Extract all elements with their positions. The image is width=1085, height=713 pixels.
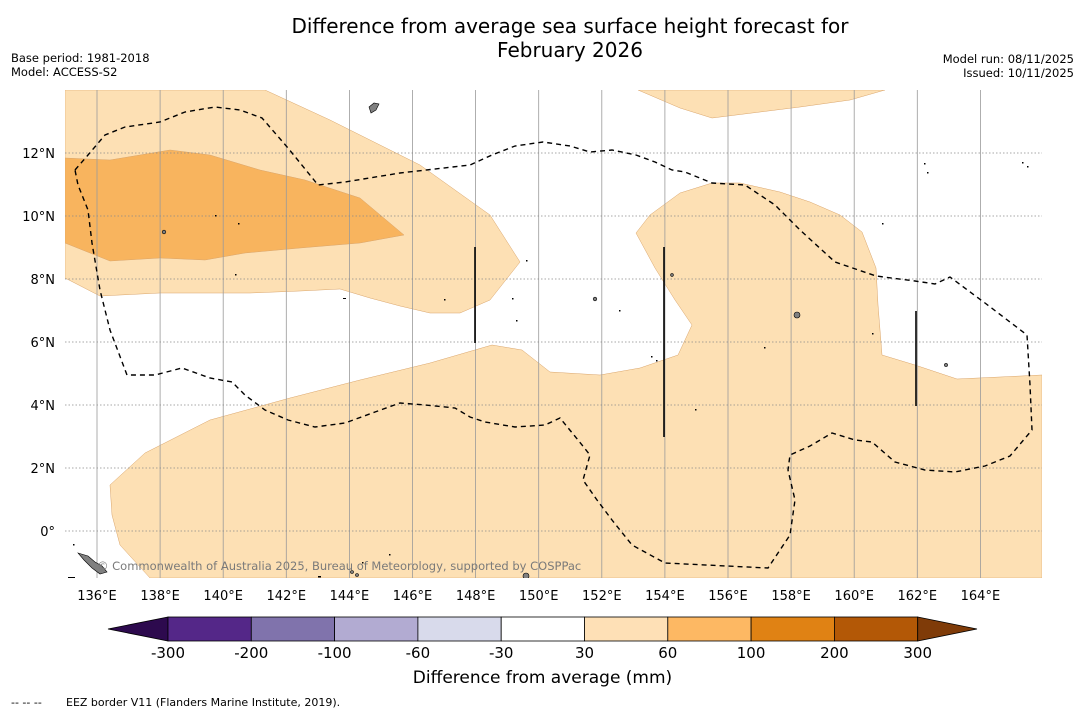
colorbar-tick-label: -300: [151, 644, 185, 662]
colorbar-tick-label: 100: [737, 644, 766, 662]
anomaly-region-strong: [65, 149, 405, 262]
colorbar-tick-label: -200: [234, 644, 268, 662]
map-title: Difference from average sea surface heig…: [0, 14, 1085, 62]
island-small-7: [355, 573, 359, 577]
lat-tick-label: 10°N: [22, 210, 55, 225]
colorbar-extend-high: [917, 616, 978, 642]
lon-tick-label: 140°E: [203, 589, 243, 604]
lon-tick-label: 148°E: [456, 589, 496, 604]
island-small-3: [944, 363, 948, 367]
colorbar-tick-label: 300: [903, 644, 932, 662]
colorbar-tick-label: -30: [489, 644, 514, 662]
island-small-2: [592, 296, 598, 302]
colorbar-extend-low: [107, 616, 169, 642]
longitude-labels: 136°E 138°E 140°E 142°E 144°E 146°E 148°E 150°E…: [77, 589, 1000, 604]
colorbar-tick-label: -100: [318, 644, 352, 662]
eez-border: [74, 106, 1033, 569]
colorbar-swatch: [750, 616, 835, 642]
island-small-1: [161, 229, 167, 235]
colorbar-swatch: [250, 616, 336, 642]
base-period: Base period: 1981-2018: [11, 51, 150, 65]
colorbar-title: Difference from average (mm): [412, 668, 673, 688]
colorbar-swatch: [334, 616, 419, 642]
lon-tick-label: 158°E: [771, 589, 811, 604]
title-line-2: February 2026: [497, 38, 643, 62]
colorbar: -300 -200 -100 -60 -30 30 60 100 200 300: [107, 616, 978, 662]
lon-tick-label: 160°E: [834, 589, 874, 604]
lon-tick-label: 162°E: [898, 589, 938, 604]
title-line-1: Difference from average sea surface heig…: [291, 14, 849, 38]
map-plot-area: © Commonwealth of Australia 2025, Bureau…: [65, 90, 1042, 578]
lon-tick-label: 156°E: [708, 589, 748, 604]
lon-tick-label: 142°E: [267, 589, 307, 604]
model-run: Model run: 08/11/2025: [942, 52, 1074, 66]
island-pohnpei: [793, 311, 801, 319]
footer-legend-text: EEZ border V11 (Flanders Marine Institut…: [66, 696, 340, 709]
colorbar-swatch: [167, 616, 252, 642]
meta-left: Base period: 1981-2018 Model: ACCESS-S2: [11, 51, 150, 79]
island-small-6: [350, 570, 354, 574]
anomaly-region-northeast-top: [637, 90, 886, 119]
meta-right: Model run: 08/11/2025 Issued: 10/11/2025: [943, 52, 1074, 80]
model-name: Model: ACCESS-S2: [11, 65, 118, 79]
colorbar-tick-label: -60: [406, 644, 431, 662]
latitude-labels: 12°N 10°N 8°N 6°N 4°N 2°N 0°: [22, 147, 55, 540]
anomaly-region-main: [109, 182, 1042, 578]
island-north: [368, 102, 380, 114]
island-small-4: [670, 273, 674, 277]
lon-tick-label: 150°E: [519, 589, 559, 604]
lon-tick-label: 154°E: [645, 589, 685, 604]
colorbar-tick-label: 30: [575, 644, 594, 662]
island-small-5: [522, 572, 530, 578]
lon-tick-label: 138°E: [140, 589, 180, 604]
colorbar-swatch: [584, 616, 669, 642]
colorbar-swatch: [417, 616, 502, 642]
land-islands: [77, 102, 948, 578]
lon-tick-label: 136°E: [77, 589, 117, 604]
colorbar-tick-label: 60: [658, 644, 677, 662]
lon-tick-label: 144°E: [330, 589, 370, 604]
island-palau: [77, 552, 108, 575]
lon-tick-label: 164°E: [961, 589, 1001, 604]
lat-tick-label: 4°N: [31, 399, 56, 414]
colorbar-swatch: [667, 616, 752, 642]
map-credit: © Commonwealth of Australia 2025, Bureau…: [97, 559, 581, 573]
lat-tick-label: 12°N: [22, 147, 55, 162]
lon-tick-label: 152°E: [582, 589, 622, 604]
colorbar-tick-label: 200: [820, 644, 849, 662]
colorbar-swatch: [834, 616, 919, 642]
footer-legend-symbol: -- -- --: [11, 696, 42, 709]
lat-tick-label: 8°N: [31, 273, 56, 288]
lat-tick-label: 0°: [40, 525, 55, 540]
atolls: [68, 162, 1029, 578]
anomaly-60-100-regions: [65, 149, 405, 262]
lon-tick-label: 146°E: [393, 589, 433, 604]
colorbar-swatch: [500, 616, 585, 642]
lat-tick-label: 6°N: [31, 336, 56, 351]
longitude-gridlines: [96, 90, 981, 578]
issued-date: Issued: 10/11/2025: [963, 66, 1074, 80]
lat-tick-label: 2°N: [31, 462, 56, 477]
